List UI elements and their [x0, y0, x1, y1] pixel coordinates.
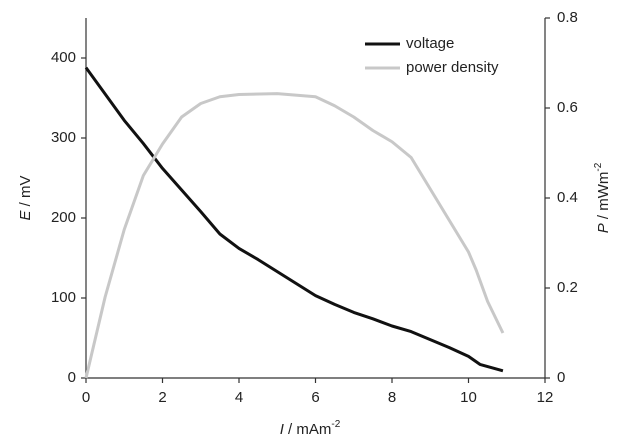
y2-tick-label: 0.4: [557, 189, 578, 206]
x-tick-label: 10: [460, 389, 477, 406]
legend-label: power density: [406, 59, 499, 76]
x-tick-label: 8: [388, 389, 396, 406]
y-tick-label: 300: [51, 129, 76, 146]
data-line: [84, 92, 505, 379]
y2-axis-label: P / mWm-2: [593, 162, 612, 233]
x-tick-label: 0: [82, 389, 90, 406]
data-line: [84, 66, 504, 373]
y2-tick-label: 0.2: [557, 279, 578, 296]
y-axis-label: E / mV: [17, 175, 34, 220]
y2-tick-label: 0.6: [557, 99, 578, 116]
y-tick-label: 400: [51, 49, 76, 66]
x-tick-label: 2: [158, 389, 166, 406]
x-axis-label: I / mAm-2: [280, 419, 341, 438]
legend-label: voltage: [406, 35, 454, 52]
y-tick-label: 200: [51, 209, 76, 226]
y2-tick-label: 0: [557, 369, 565, 386]
x-tick-label: 12: [537, 389, 554, 406]
x-tick-label: 6: [311, 389, 319, 406]
y-tick-label: 0: [68, 369, 76, 386]
y2-tick-label: 0.8: [557, 9, 578, 26]
x-tick-label: 4: [235, 389, 243, 406]
y-tick-label: 100: [51, 289, 76, 306]
